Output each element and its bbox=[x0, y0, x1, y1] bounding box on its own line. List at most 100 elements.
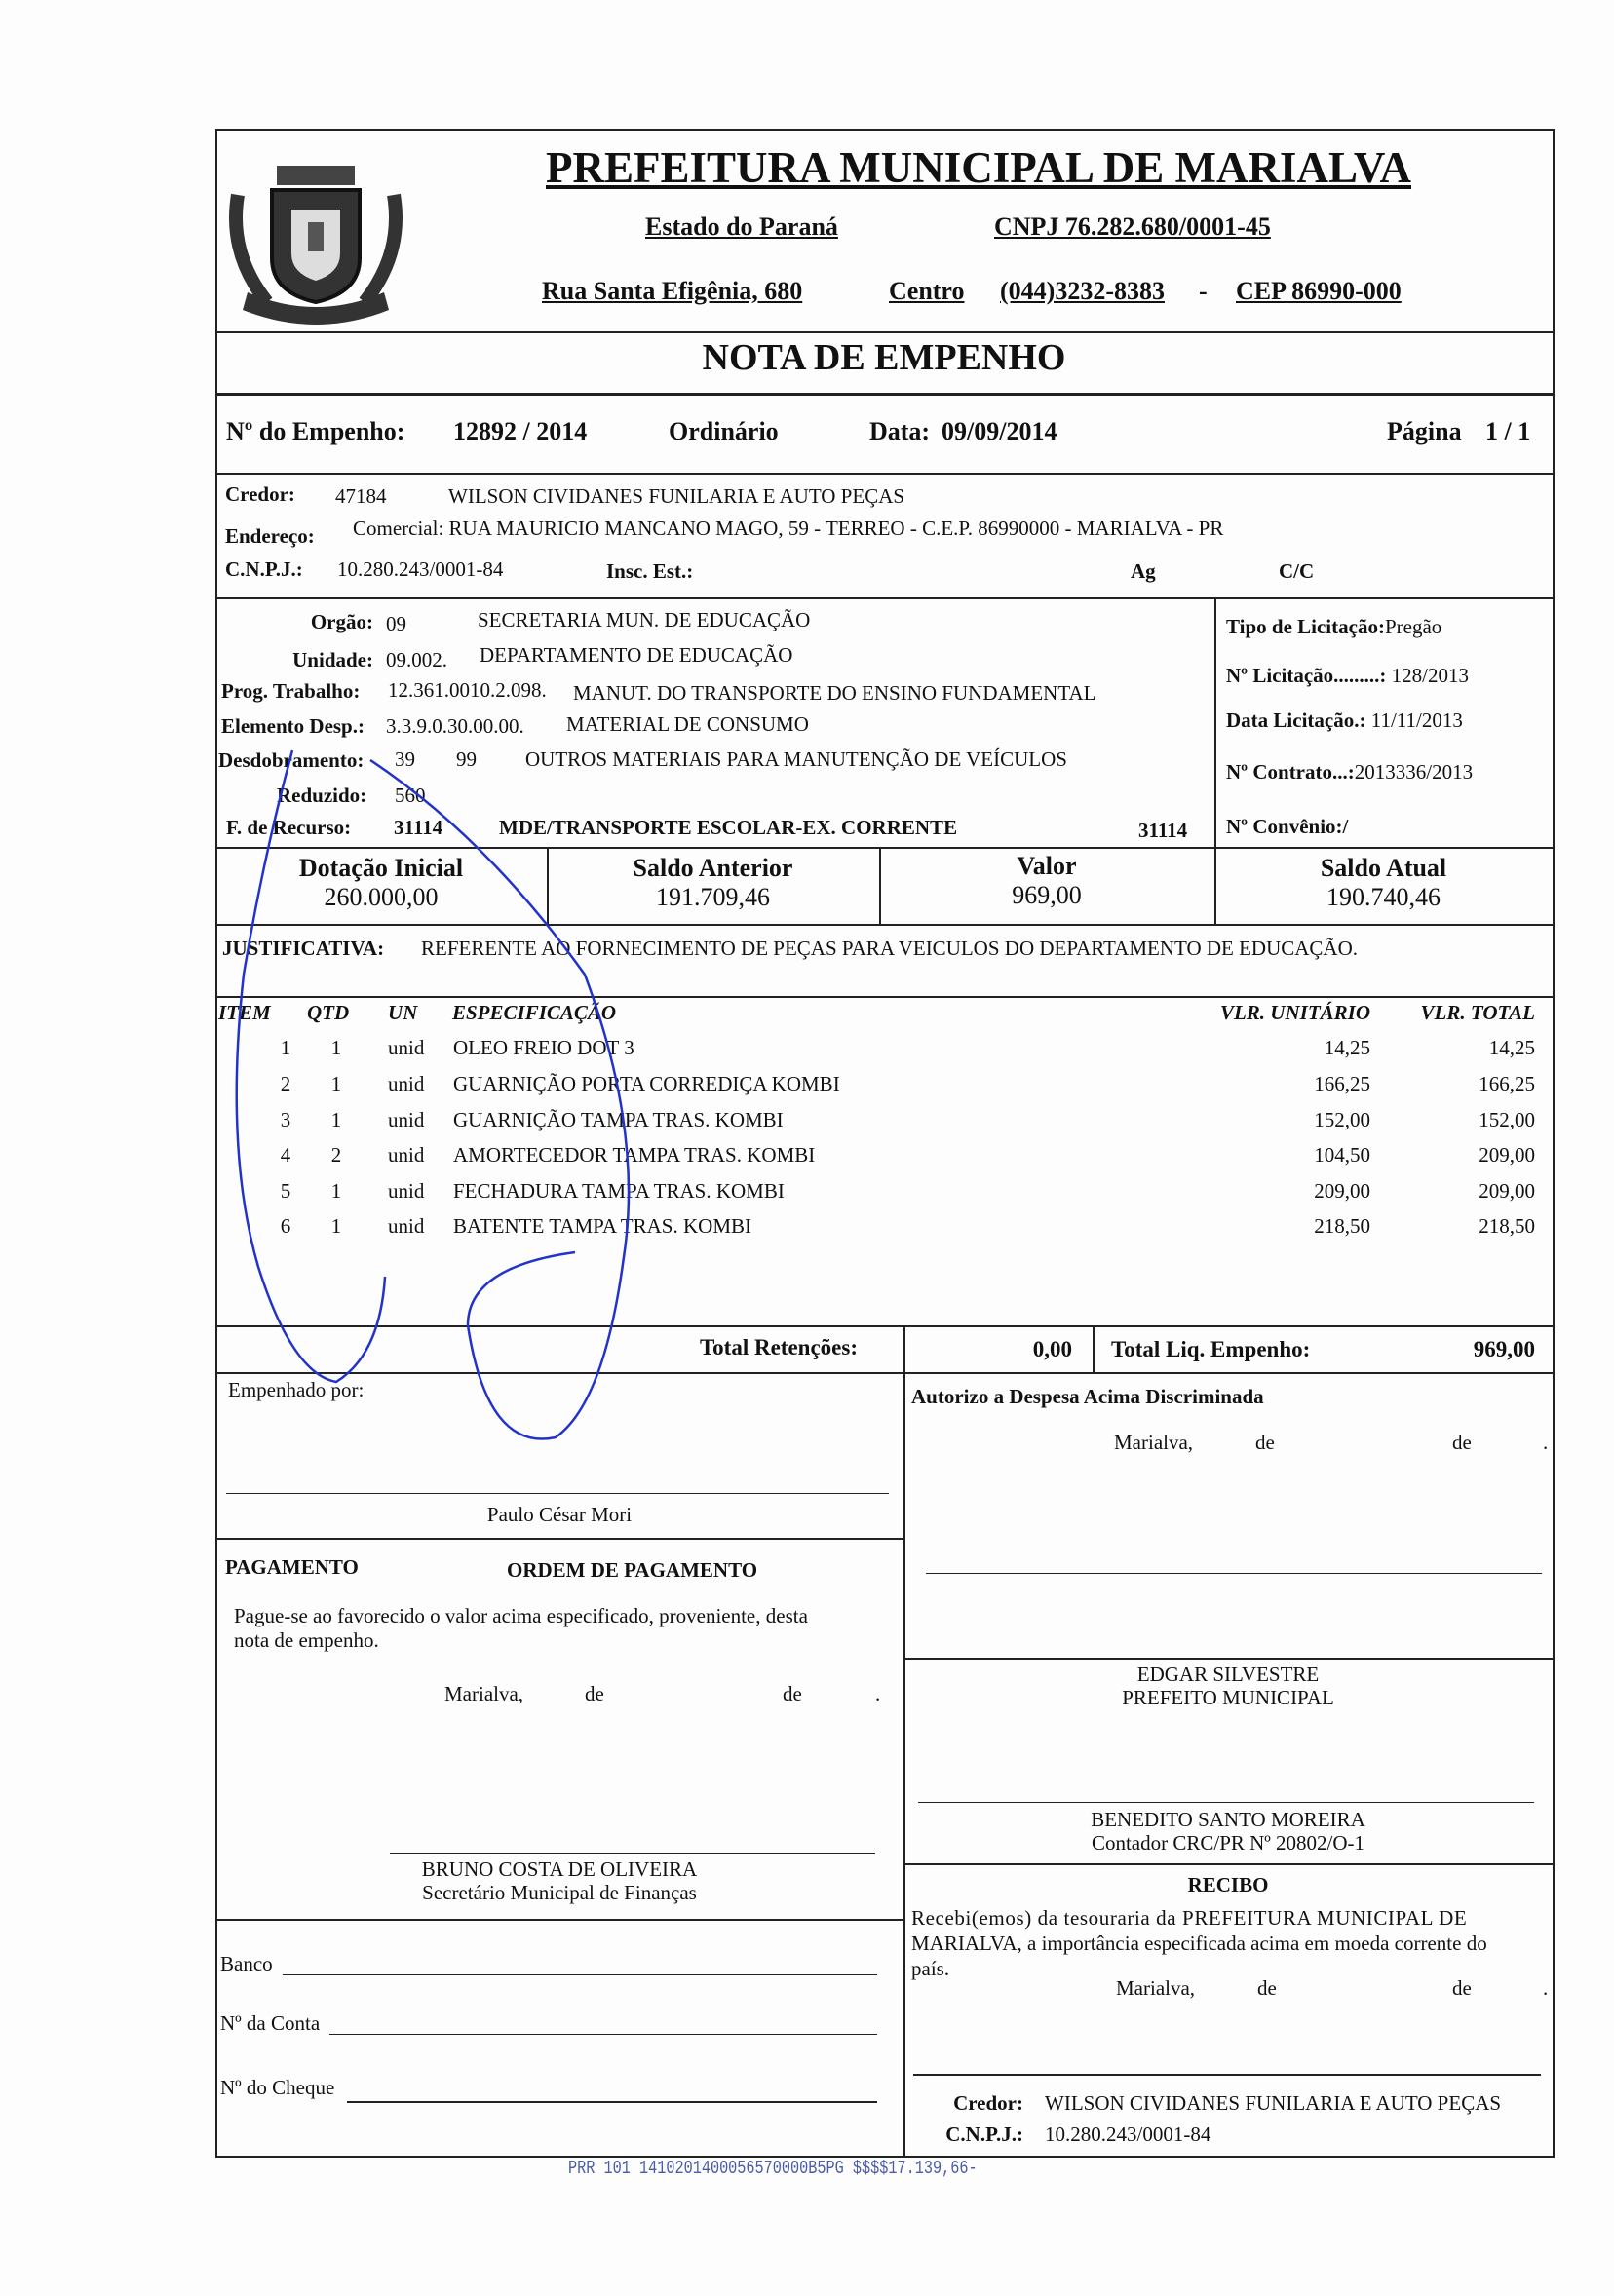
data-licitacao-value: 11/11/2013 bbox=[1370, 708, 1463, 732]
col-unit-price: VLR. UNITÁRIO bbox=[1219, 1001, 1370, 1024]
secretario-name: BRUNO COSTA DE OLIVEIRA bbox=[421, 1857, 698, 1881]
empenho-number: 12892 / 2014 bbox=[453, 417, 588, 445]
ag-label: Ag bbox=[1131, 559, 1156, 583]
cnpj-value: 10.280.243/0001-84 bbox=[337, 557, 504, 581]
recibo-text-2: MARIALVA, a importância especificada aci… bbox=[911, 1932, 1487, 1955]
item-unit-price: 166,25 bbox=[1314, 1072, 1370, 1095]
cheque-field[interactable] bbox=[347, 2101, 877, 2103]
desd-code1: 39 bbox=[395, 747, 415, 771]
col-item: ITEM bbox=[218, 1001, 271, 1024]
item-unit: unid bbox=[388, 1179, 425, 1203]
item-number: 6 bbox=[280, 1214, 291, 1238]
pague-text-1: Pague-se ao favorecido o valor acima esp… bbox=[234, 1604, 808, 1627]
col-un: UN bbox=[388, 1001, 418, 1024]
recibo-text-3: país. bbox=[911, 1957, 950, 1980]
reduzido-label: Reduzido: bbox=[277, 784, 367, 807]
credor-name: WILSON CIVIDANES FUNILARIA E AUTO PEÇAS bbox=[448, 484, 905, 508]
cc-label: C/C bbox=[1279, 559, 1315, 583]
item-total: 152,00 bbox=[1479, 1108, 1535, 1131]
contrato-value: 2013336/2013 bbox=[1354, 760, 1474, 784]
num-licitacao-label: Nº Licitação.........: bbox=[1226, 664, 1387, 687]
date-label: Data: bbox=[869, 417, 931, 445]
banco-field[interactable] bbox=[283, 1974, 877, 1975]
item-unit: unid bbox=[388, 1108, 425, 1131]
contrato-label: Nº Contrato...: bbox=[1226, 760, 1355, 784]
unidade-label: Unidade: bbox=[292, 648, 373, 671]
valor-label: Valor bbox=[1017, 852, 1077, 880]
autorizo-de-2: de bbox=[1452, 1431, 1472, 1454]
saldo-atual-value: 190.740,46 bbox=[1326, 883, 1441, 911]
pagamento-de-2: de bbox=[783, 1682, 802, 1705]
pagamento-de-1: de bbox=[585, 1682, 604, 1705]
recibo-cnpj-label: C.N.P.J.: bbox=[945, 2123, 1023, 2146]
orgao-name: SECRETARIA MUN. DE EDUCAÇÃO bbox=[478, 608, 811, 631]
dotacao-label: Dotação Inicial bbox=[298, 854, 464, 882]
insc-label: Insc. Est.: bbox=[606, 559, 694, 583]
autorizo-de-1: de bbox=[1255, 1431, 1275, 1454]
item-total: 14,25 bbox=[1488, 1036, 1535, 1059]
tipo-licitacao-value: Pregão bbox=[1384, 615, 1442, 638]
recibo-title: RECIBO bbox=[1187, 1873, 1269, 1896]
recibo-city: Marialva, bbox=[1116, 1976, 1196, 2000]
convenio-label: Nº Convênio:/ bbox=[1226, 815, 1349, 838]
recurso-label: F. de Recurso: bbox=[226, 816, 352, 839]
item-total: 209,00 bbox=[1479, 1179, 1535, 1203]
saldo-atual-label: Saldo Atual bbox=[1320, 854, 1447, 882]
item-spec: AMORTECEDOR TAMPA TRAS. KOMBI bbox=[453, 1143, 816, 1167]
item-number: 5 bbox=[280, 1179, 291, 1203]
desd-code2: 99 bbox=[456, 747, 477, 771]
elem-name: MATERIAL DE CONSUMO bbox=[566, 712, 809, 736]
recibo-dot: . bbox=[1543, 1976, 1549, 2000]
header-street: Rua Santa Efigênia, 680 bbox=[542, 277, 803, 305]
recurso-code2: 31114 bbox=[1138, 819, 1188, 842]
ordem-pagamento-label: ORDEM DE PAGAMENTO bbox=[507, 1558, 758, 1582]
header-cep: CEP 86990-000 bbox=[1236, 277, 1402, 305]
desd-name: OUTROS MATERIAIS PARA MANUTENÇÃO DE VEÍC… bbox=[525, 747, 1067, 771]
contador-name: BENEDITO SANTO MOREIRA bbox=[1091, 1808, 1365, 1831]
item-unit-price: 14,25 bbox=[1324, 1036, 1370, 1059]
item-qty: 1 bbox=[330, 1179, 342, 1203]
item-spec: BATENTE TAMPA TRAS. KOMBI bbox=[453, 1214, 751, 1238]
retencoes-value: 0,00 bbox=[1032, 1337, 1072, 1361]
header-title: PREFEITURA MUNICIPAL DE MARIALVA bbox=[546, 143, 1412, 192]
prog-code: 12.361.0010.2.098. bbox=[388, 678, 547, 702]
pagamento-label: PAGAMENTO bbox=[225, 1555, 359, 1579]
col-spec: ESPECIFICAÇÃO bbox=[452, 1001, 617, 1024]
prog-name: MANUT. DO TRANSPORTE DO ENSINO FUNDAMENT… bbox=[573, 681, 1096, 705]
page-label: Página bbox=[1387, 417, 1462, 445]
item-qty: 1 bbox=[330, 1108, 342, 1131]
empenhado-name: Paulo César Mori bbox=[486, 1503, 633, 1526]
document-title: NOTA DE EMPENHO bbox=[702, 337, 1066, 378]
saldo-anterior-label: Saldo Anterior bbox=[633, 854, 793, 882]
conta-field[interactable] bbox=[329, 2034, 877, 2035]
address-label: Endereço: bbox=[225, 524, 315, 548]
item-unit-price: 152,00 bbox=[1314, 1108, 1370, 1131]
header-cnpj: CNPJ 76.282.680/0001-45 bbox=[994, 212, 1271, 241]
cnpj-label: C.N.P.J.: bbox=[225, 557, 303, 581]
num-licitacao-value: 128/2013 bbox=[1391, 664, 1469, 687]
saldo-anterior-value: 191.709,46 bbox=[656, 883, 770, 911]
recibo-credor-value: WILSON CIVIDANES FUNILARIA E AUTO PEÇAS bbox=[1045, 2091, 1502, 2115]
empenho-label: Nº do Empenho: bbox=[226, 417, 405, 445]
empenho-type: Ordinário bbox=[669, 417, 779, 445]
header-state: Estado do Paraná bbox=[645, 212, 838, 241]
pagamento-dot: . bbox=[875, 1682, 881, 1705]
item-qty: 1 bbox=[330, 1072, 342, 1095]
item-unit: unid bbox=[388, 1036, 425, 1059]
item-unit-price: 209,00 bbox=[1314, 1179, 1370, 1203]
form-frame bbox=[215, 129, 1555, 2158]
prefeito-name: EDGAR SILVESTRE bbox=[1136, 1663, 1320, 1686]
pague-text-2: nota de empenho. bbox=[234, 1628, 379, 1652]
header-sep: - bbox=[1199, 277, 1208, 305]
recurso-name: MDE/TRANSPORTE ESCOLAR-EX. CORRENTE bbox=[499, 816, 958, 839]
dotacao-value: 260.000,00 bbox=[324, 883, 439, 911]
item-unit: unid bbox=[388, 1214, 425, 1238]
item-number: 2 bbox=[280, 1072, 291, 1095]
page-value: 1 / 1 bbox=[1485, 417, 1531, 445]
recibo-text-1: Recebi(emos) da tesouraria da PREFEITURA… bbox=[911, 1906, 1468, 1930]
bank-stamp: PRR 101 1410201400056570000B5PG $$$$17.1… bbox=[568, 2158, 978, 2179]
item-qty: 1 bbox=[330, 1036, 342, 1059]
pagamento-city: Marialva, bbox=[444, 1682, 524, 1705]
item-unit: unid bbox=[388, 1072, 425, 1095]
